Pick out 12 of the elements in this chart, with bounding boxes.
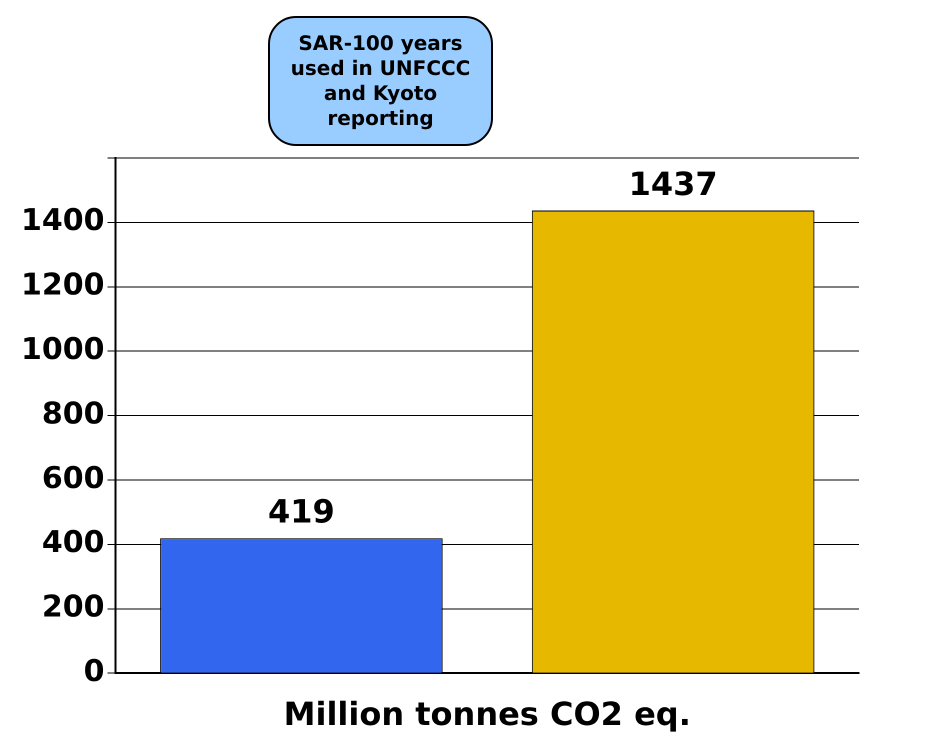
speech-bubble: SAR-100 years used in UNFCCC and Kyoto reporting: [268, 16, 493, 146]
x-axis-title: Million tonnes CO2 eq.: [284, 695, 691, 734]
data-label: 419: [268, 492, 335, 531]
y-tick-label: 800: [42, 396, 104, 432]
data-label: 1437: [628, 164, 718, 203]
y-tick-label: 1000: [20, 332, 104, 367]
y-tick-label: 200: [42, 590, 104, 625]
y-tick-label: 1400: [20, 203, 104, 238]
y-tick-label: 600: [42, 460, 104, 496]
y-tick-label: 400: [42, 525, 104, 560]
y-tick-label: 1200: [20, 268, 104, 303]
y-tick-label: 0: [84, 654, 104, 689]
